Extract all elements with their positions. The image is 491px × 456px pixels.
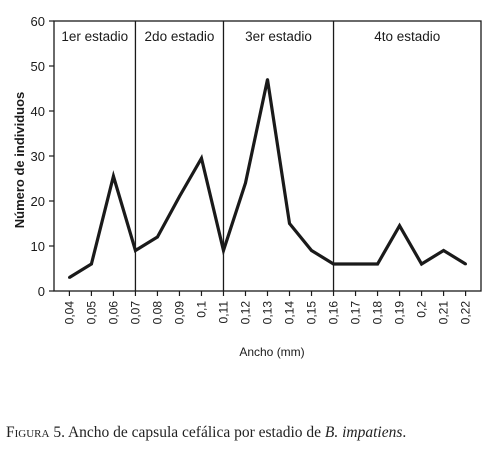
caption-text: Ancho de capsula cefálica por estadio de <box>64 424 325 441</box>
data-point <box>354 262 357 266</box>
x-tick-label: 0,22 <box>459 301 473 325</box>
figure-caption: Figura 5. Ancho de capsula cefálica por … <box>6 424 490 442</box>
data-point <box>266 78 269 81</box>
stage-dividers <box>134 21 335 291</box>
chart: 1er estadio 2do estadio 3er estadio 4to est… <box>12 14 482 359</box>
stage-label: 2do estadio <box>145 29 215 44</box>
x-tick-label: 0,2 <box>415 301 429 318</box>
x-tick-label: 0,12 <box>238 301 252 325</box>
stage-label: 4to estadio <box>374 29 440 44</box>
caption-prefix: Figura 5. <box>6 424 65 441</box>
y-tick-label: 0 <box>38 284 45 299</box>
data-point <box>134 249 137 252</box>
caption-genus: B. <box>324 424 339 441</box>
data-point <box>244 181 247 185</box>
x-tick-label: 0,21 <box>437 301 451 325</box>
x-tick-label: 0,18 <box>371 301 385 325</box>
data-point <box>464 262 467 266</box>
x-tick-label: 0,09 <box>172 301 186 325</box>
plot-border <box>53 20 482 292</box>
y-axis-label: Número de individuos <box>12 92 27 229</box>
data-point <box>398 224 401 228</box>
y-tick-label: 40 <box>31 104 45 119</box>
caption-end: . <box>402 424 407 441</box>
x-axis-label: Ancho (mm) <box>239 345 304 359</box>
x-tick-label: 0,05 <box>84 301 98 325</box>
x-tick-label: 0,07 <box>128 301 142 325</box>
data-point <box>156 235 159 239</box>
x-tick-label: 0,1 <box>194 301 208 318</box>
data-point <box>420 262 423 266</box>
y-tick-label: 30 <box>31 149 45 164</box>
data-series <box>68 78 467 279</box>
x-tick-label: 0,19 <box>393 301 407 325</box>
stage-labels: 1er estadio 2do estadio 3er estadio 4to est… <box>61 29 440 44</box>
data-point <box>90 262 93 266</box>
x-axis: 0,04 0,05 0,06 0,07 0,08 0,09 0,1 0,11 0,12 0,13 0… <box>62 291 473 325</box>
y-tick-label: 20 <box>31 194 45 209</box>
data-point <box>288 222 291 225</box>
x-tick-label: 0,13 <box>261 301 275 325</box>
plot-frame <box>53 20 482 292</box>
data-point <box>310 249 313 252</box>
x-tick-label: 0,16 <box>327 301 341 325</box>
x-tick-label: 0,17 <box>349 301 363 325</box>
y-tick-label: 10 <box>31 239 45 254</box>
stage-label: 1er estadio <box>61 29 128 44</box>
caption-species: impatiens <box>342 424 403 441</box>
x-tick-label: 0,08 <box>150 301 164 325</box>
data-point <box>200 156 203 160</box>
x-tick-label: 0,11 <box>216 301 230 324</box>
data-point <box>178 195 181 198</box>
data-point <box>68 276 71 279</box>
series-line <box>68 79 467 279</box>
x-tick-label: 0,14 <box>283 301 297 325</box>
y-tick-label: 50 <box>31 59 45 74</box>
data-point <box>376 262 379 266</box>
x-tick-label: 0,04 <box>62 301 76 325</box>
data-point <box>442 249 445 252</box>
stage-label: 3er estadio <box>245 29 312 44</box>
x-tick-label: 0,15 <box>305 301 319 325</box>
data-point <box>112 174 115 178</box>
y-axis: 0 10 20 30 40 50 60 <box>31 14 54 299</box>
data-point <box>332 262 335 266</box>
y-tick-label: 60 <box>31 14 45 29</box>
data-point <box>222 249 225 252</box>
x-tick-label: 0,06 <box>106 301 120 325</box>
